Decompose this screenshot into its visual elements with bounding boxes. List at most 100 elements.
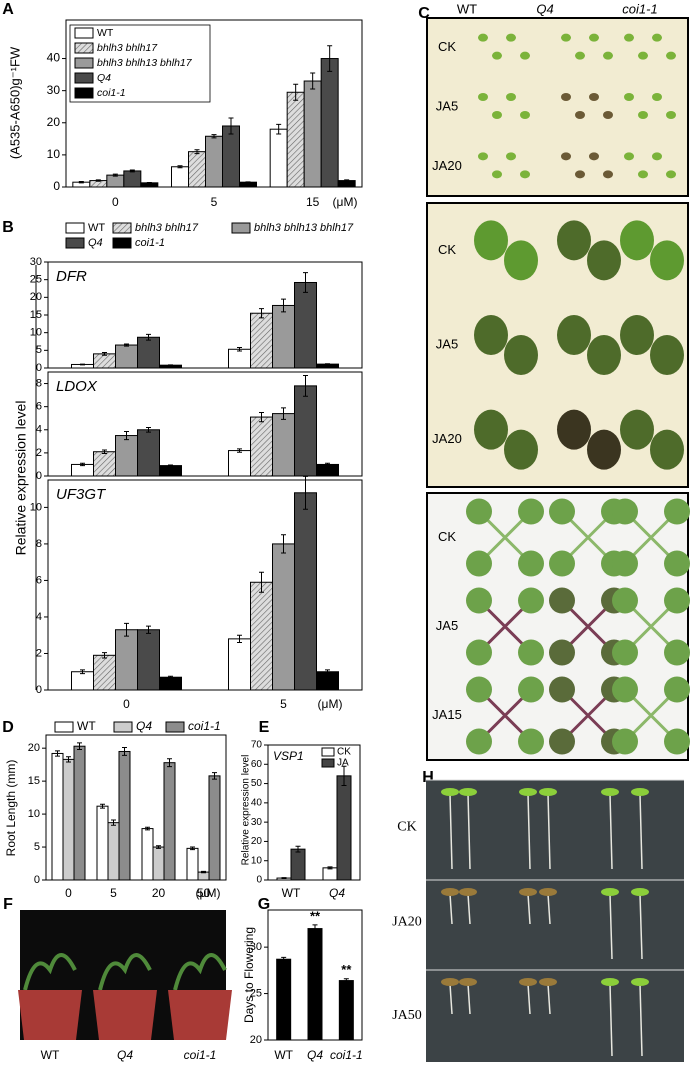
legend-label: CK xyxy=(337,747,351,758)
pot xyxy=(93,990,157,1040)
error-bar xyxy=(228,117,234,135)
error-bar xyxy=(146,182,152,184)
bar xyxy=(115,629,138,691)
error-bar xyxy=(95,179,101,182)
legend-swatch xyxy=(74,72,94,84)
seedling xyxy=(506,33,516,42)
legend-label: bhlh3 bhlh13 bhlh17 xyxy=(254,222,354,234)
bar xyxy=(294,492,317,691)
x-tick-label: Q4 xyxy=(329,886,345,900)
cotyledon xyxy=(459,788,477,796)
x-tick-label: coi1-1 xyxy=(330,1048,363,1062)
bar xyxy=(107,822,120,881)
bar xyxy=(96,805,109,881)
error-bar xyxy=(177,165,183,169)
legend-swatch xyxy=(231,222,251,234)
error-bar xyxy=(259,308,264,319)
error-bar xyxy=(190,846,195,851)
y-tick-label: 6 xyxy=(36,401,42,413)
error-bar xyxy=(237,634,242,644)
cotyledon xyxy=(519,978,537,986)
cotyledon xyxy=(539,888,557,896)
error-bar xyxy=(102,449,107,454)
root xyxy=(527,893,531,925)
leaf xyxy=(549,728,575,755)
error-bar xyxy=(310,72,316,90)
seedling xyxy=(652,152,662,161)
legend-swatch xyxy=(74,57,94,69)
panel-label: G xyxy=(258,896,270,913)
y-tick-label: 0 xyxy=(36,470,42,482)
error-bar xyxy=(129,169,135,173)
cotyledon xyxy=(587,429,621,470)
bar xyxy=(186,847,199,881)
bar xyxy=(159,465,182,477)
legend-swatch xyxy=(65,237,85,249)
y-tick-label: 0 xyxy=(34,874,40,886)
seedling xyxy=(666,170,676,179)
bar xyxy=(137,336,160,369)
error-bar xyxy=(168,675,173,679)
seedling xyxy=(652,33,662,42)
x-axis-label: (μM) xyxy=(196,886,221,900)
bar xyxy=(316,671,339,691)
error-bar xyxy=(167,758,172,768)
seedling xyxy=(561,93,571,101)
photo-block xyxy=(426,492,689,761)
leaf xyxy=(612,639,638,666)
y-tick-label: 30 xyxy=(250,941,262,953)
root xyxy=(639,793,643,870)
cotyledon xyxy=(474,315,508,355)
photo-label: WT xyxy=(41,1048,60,1062)
y-tick-label: 70 xyxy=(251,740,263,751)
legend-swatch xyxy=(74,87,94,99)
cotyledon xyxy=(631,978,649,986)
leaf xyxy=(518,587,544,614)
plants xyxy=(173,953,227,991)
cotyledon xyxy=(631,788,649,796)
error-bar xyxy=(124,622,129,637)
legend-swatch xyxy=(74,27,94,39)
root xyxy=(527,983,531,1015)
row-label: CK xyxy=(438,242,456,257)
y-tick-label: 8 xyxy=(36,377,42,389)
row-label: JA20 xyxy=(432,158,462,173)
error-bar xyxy=(281,956,287,962)
label-bg xyxy=(428,616,464,637)
legend-label: JA xyxy=(337,758,349,769)
x-tick-label: WT xyxy=(274,1048,293,1062)
error-bar xyxy=(66,756,71,763)
error-bar xyxy=(100,803,105,809)
y-tick-label: 40 xyxy=(251,797,263,808)
label-bg xyxy=(428,156,464,177)
seedling xyxy=(638,170,648,179)
bar xyxy=(188,151,206,188)
row-label: JA20 xyxy=(432,431,462,446)
x-tick-label: 15 xyxy=(306,195,320,209)
seedling xyxy=(603,51,613,60)
legend-swatch xyxy=(113,721,133,733)
seedling xyxy=(506,93,516,101)
y-tick-label: 4 xyxy=(36,611,42,623)
error-bar xyxy=(325,669,330,675)
bar xyxy=(338,980,354,1041)
y-tick-label: 20 xyxy=(28,742,40,754)
seedling xyxy=(575,51,585,60)
y-tick-label: 20 xyxy=(47,115,61,129)
seedling xyxy=(520,111,530,119)
cotyledon xyxy=(474,409,508,450)
leaf xyxy=(466,587,492,614)
legend-swatch xyxy=(54,721,74,733)
x-tick-label: 0 xyxy=(123,697,130,711)
label-bg xyxy=(428,97,464,117)
legend-label: Q4 xyxy=(88,237,103,249)
subplot-title: LDOX xyxy=(56,378,98,395)
x-axis-label: (μM) xyxy=(318,697,343,711)
significance-label: ** xyxy=(310,908,321,923)
bar xyxy=(71,671,94,691)
plot-frame xyxy=(267,744,361,881)
seedling xyxy=(624,93,634,101)
bar xyxy=(294,281,317,369)
error-bar xyxy=(146,426,151,433)
panel-label: H xyxy=(422,769,434,786)
